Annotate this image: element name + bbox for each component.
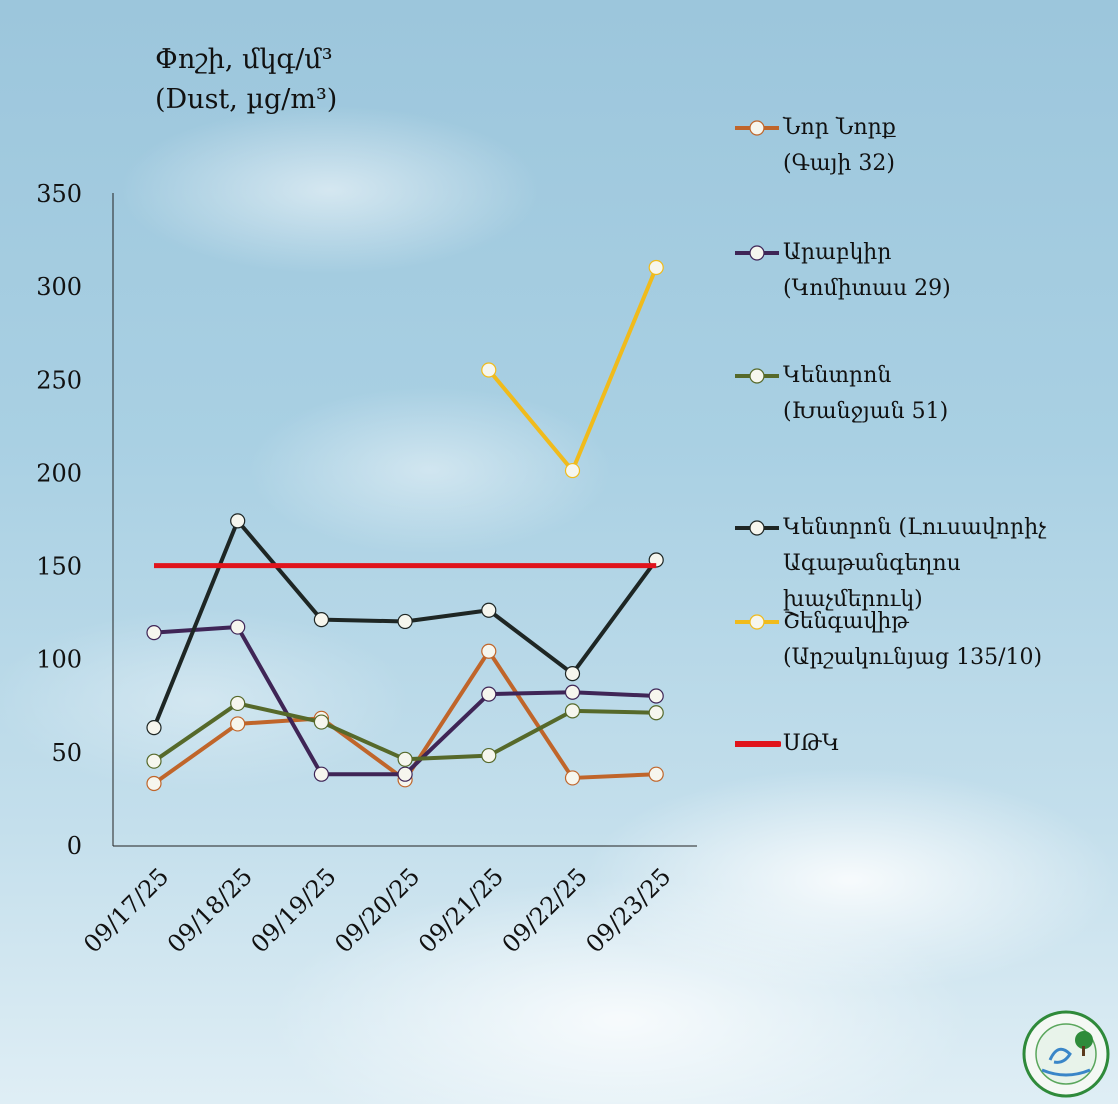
data-point [397,751,413,767]
legend-label-line: (Խանջյան 51) [783,399,949,424]
x-tick-label: 09/23/25 [580,862,676,958]
data-point [230,695,246,712]
x-tick-label: 09/22/25 [497,862,593,958]
ministry-logo [1022,1010,1110,1098]
legend-label-line: ՍԹԿ [783,731,840,756]
data-point [146,753,162,769]
data-point [313,766,329,782]
legend-label-line: Կենտրոն (Լուսավորիչ [783,515,1047,540]
series-3 [146,513,664,736]
data-point [146,720,162,736]
data-point [146,625,162,641]
legend-label: Կենտրոն (Խանջյան 51) [783,358,948,430]
y-tick-label: 100 [36,646,82,674]
series-line [487,266,659,473]
y-tick-label: 350 [36,180,82,208]
y-tick-label: 300 [36,273,82,301]
legend-label-line: (Արշակունյաց 135/10) [783,645,1043,670]
legend-label-line: Շենգավիթ [783,609,909,634]
data-point [481,602,497,618]
y-tick-label: 50 [51,739,82,767]
data-point [648,766,664,782]
data-point [313,611,329,628]
x-tick-label: 09/20/25 [329,862,425,958]
data-point [313,714,329,730]
legend-label-line: Կենտրոն [783,363,892,388]
legend-label-line: (Կոմիտաս 29) [783,276,951,301]
y-tick-label: 150 [36,553,82,581]
chart-title: Փոշի, մկգ/մ³ [155,44,333,75]
y-tick-label: 0 [67,832,82,860]
legend-label-line: (Գայի 32) [783,151,895,176]
data-point [564,666,581,682]
legend-label: Նոր Նորք (Գայի 32) [783,110,896,182]
data-point [230,716,246,732]
data-point [648,688,664,704]
data-point [481,643,497,659]
data-point [481,747,497,764]
data-point [397,613,413,630]
legend-label: Կենտրոն (Լուսավորիչ Ագաթանգեղոս խաչմերուկ) [783,510,1046,618]
y-tick-label: 250 [36,366,82,394]
legend-marker-icon [735,614,779,630]
x-tick-label: 09/18/25 [162,862,258,958]
data-point [481,686,497,702]
y-tick-label: 200 [36,459,82,487]
x-tick-label: 09/21/25 [413,862,509,958]
legend-label: Արաբկիր (Կոմիտաս 29) [783,235,951,307]
data-point [397,766,413,782]
legend-marker-icon [735,245,779,261]
data-point [146,775,162,792]
legend-marker-icon [735,120,779,136]
data-point [564,684,581,700]
x-tick-label: 09/17/25 [78,862,174,958]
legend-label-line: Արաբկիր [783,240,892,265]
chart-subtitle: (Dust, µg/m³) [155,84,338,115]
data-point [564,462,581,479]
data-point [481,362,497,378]
data-point [648,705,664,721]
data-point [564,703,581,719]
legend-label: ՍԹԿ [783,726,840,762]
legend-label-line: Նոր Նորք [783,115,896,140]
series-1 [146,619,664,782]
legend-label-line: խաչմերուկ) [783,587,923,612]
legend-marker-icon [735,520,779,536]
legend-line-icon [735,741,781,747]
data-point [564,770,581,786]
data-point [648,259,664,276]
series-2 [146,695,664,769]
data-point [230,513,246,529]
data-point [230,619,246,635]
chart-title-block: Փոշի, մկգ/մ³ (Dust, µg/m³) [155,40,337,120]
legend-label: Շենգավիթ (Արշակունյաց 135/10) [783,604,1042,676]
legend-label-line: Ագաթանգեղոս [783,551,961,576]
x-tick-label: 09/19/25 [246,862,342,958]
legend-marker-icon [735,368,779,384]
series-4 [481,259,664,479]
